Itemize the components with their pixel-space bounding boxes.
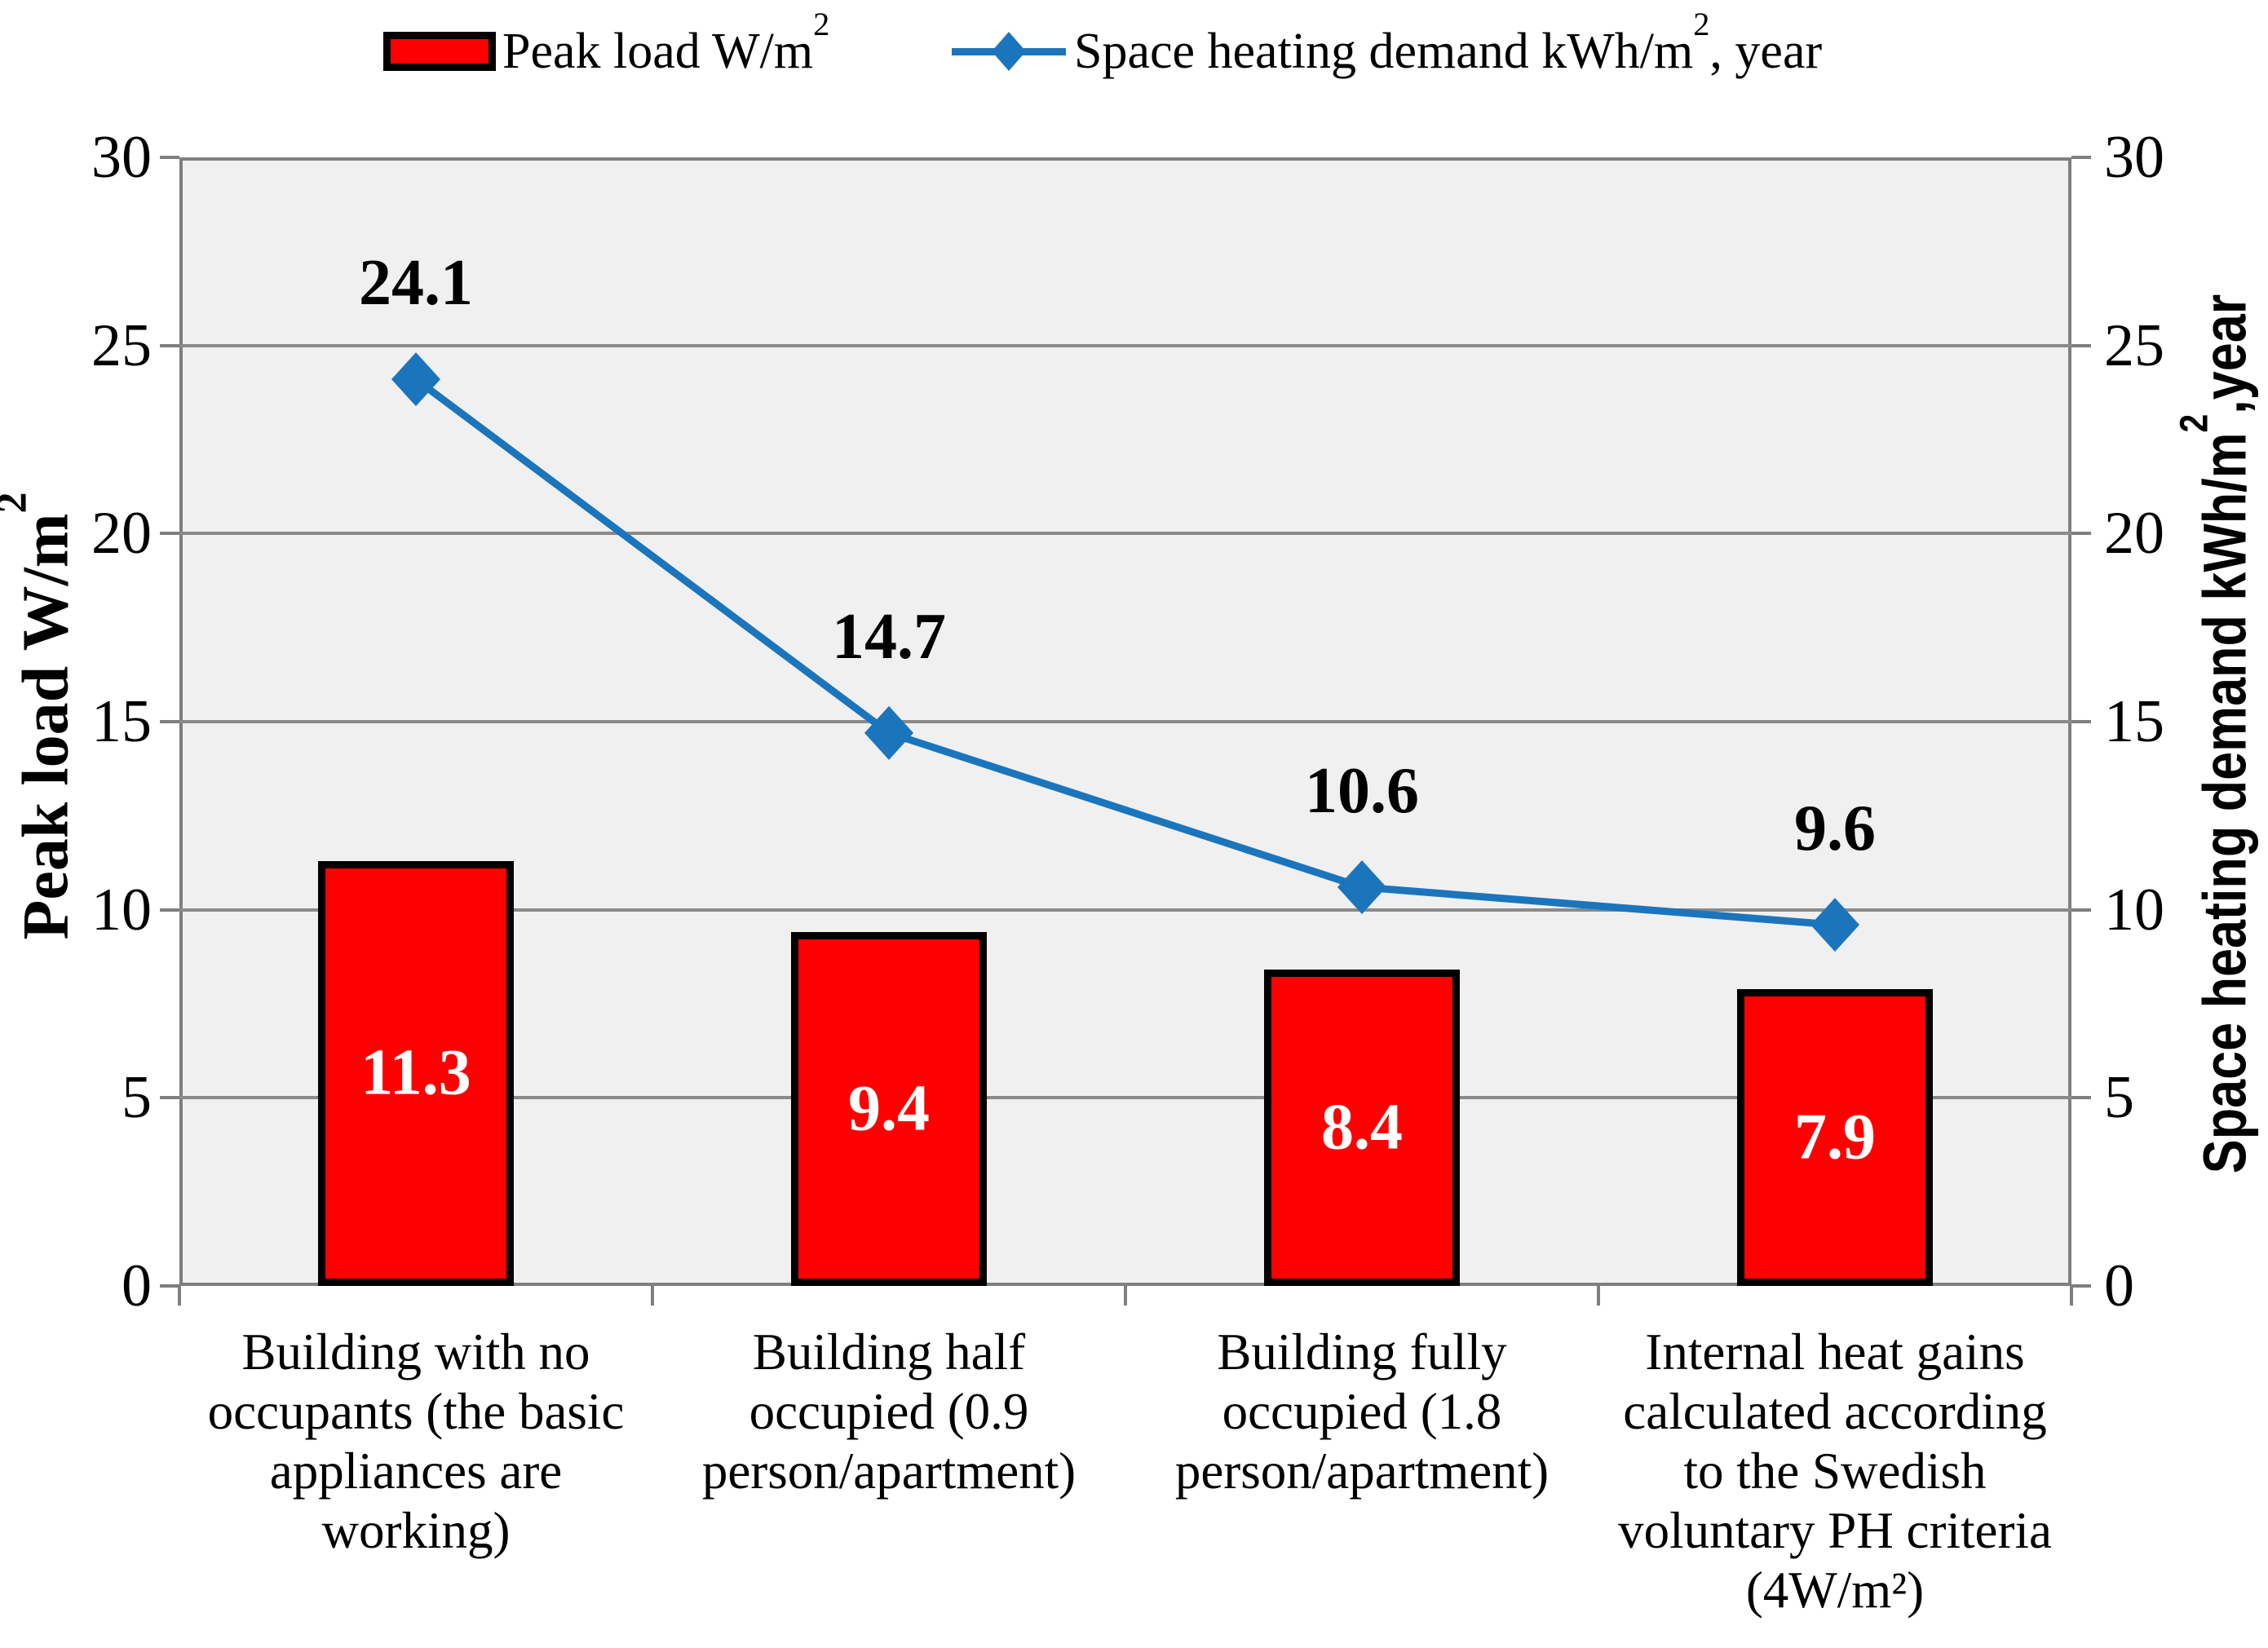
y-tick-label-left: 25 <box>91 311 152 379</box>
bar <box>1264 970 1460 1286</box>
y-tick-mark-left <box>160 1096 179 1100</box>
line-point-label: 9.6 <box>1794 793 1876 865</box>
x-tick-mark <box>2070 1286 2073 1306</box>
gridline <box>179 908 2071 912</box>
line-point-label: 24.1 <box>359 247 473 320</box>
legend-line-marker-icon <box>952 32 1066 71</box>
legend-diamond-icon <box>992 32 1026 71</box>
bar-value-label: 8.4 <box>1321 1091 1403 1164</box>
bar <box>1737 988 1933 1286</box>
legend-item-peak-load: Peak load W/m2 <box>383 7 829 96</box>
line-point-label: 10.6 <box>1305 754 1419 827</box>
y-tick-label-left: 10 <box>91 876 152 943</box>
x-category-label: Internal heat gains calculated according… <box>1618 1323 2052 1619</box>
legend-bar-swatch-icon <box>383 32 496 71</box>
y-tick-mark-left <box>160 343 179 347</box>
line-point-marker-icon <box>1337 859 1386 914</box>
line-point-marker-icon <box>864 705 913 760</box>
legend-label-sup: 2 <box>813 5 830 42</box>
legend-label-sup: 2 <box>1693 5 1710 42</box>
y-tick-label-right: 15 <box>2104 688 2164 755</box>
y-tick-label-right: 5 <box>2104 1064 2134 1132</box>
y-tick-mark-left <box>160 156 179 159</box>
y-tick-mark-left <box>160 532 179 536</box>
x-category-label: Building half occupied (0.9 person/apart… <box>701 1323 1077 1500</box>
x-tick-mark <box>651 1286 654 1306</box>
y-tick-mark-right <box>2071 1096 2091 1100</box>
line-series-path <box>413 376 1836 929</box>
y-tick-mark-right <box>2071 908 2091 912</box>
y-tick-label-right: 25 <box>2104 311 2164 379</box>
y-tick-label-left: 30 <box>91 124 152 191</box>
legend-label-space-heating: Space heating demand kWh/m2, year <box>1074 7 1823 81</box>
y-tick-label-right: 20 <box>2104 500 2164 568</box>
y-tick-label-right: 10 <box>2104 876 2164 943</box>
x-tick-mark <box>1597 1286 1600 1306</box>
gridline <box>179 532 2071 536</box>
bar-value-label: 9.4 <box>848 1072 930 1145</box>
y-tick-mark-right <box>2071 343 2091 347</box>
line-point-marker-icon <box>391 352 440 407</box>
y-tick-mark-left <box>160 1284 179 1288</box>
x-category-label: Building fully occupied (1.8 person/apar… <box>1174 1323 1550 1500</box>
line-series-svg <box>391 352 1859 952</box>
bar <box>318 860 514 1286</box>
legend-label-post: , year <box>1709 23 1823 79</box>
y-tick-label-right: 30 <box>2104 124 2164 191</box>
y-tick-mark-right <box>2071 532 2091 536</box>
gridline <box>179 720 2071 723</box>
line-point-label: 14.7 <box>832 600 946 673</box>
x-category-label: Building with no occupants (the basic ap… <box>207 1323 625 1559</box>
y-tick-label-left: 20 <box>91 500 152 568</box>
y-tick-mark-left <box>160 720 179 723</box>
bar <box>791 932 987 1286</box>
legend-label-text: Peak load W/m <box>502 23 814 79</box>
gridline <box>179 343 2071 347</box>
legend-item-space-heating: Space heating demand kWh/m2, year <box>952 7 1822 96</box>
y-tick-mark-right <box>2071 156 2091 159</box>
x-tick-mark <box>178 1286 181 1306</box>
right-axis-title-sup: 2 <box>2172 413 2217 433</box>
x-tick-mark <box>1124 1286 1127 1306</box>
y-tick-label-left: 5 <box>122 1064 152 1132</box>
bar-value-label: 7.9 <box>1794 1101 1876 1173</box>
legend-label-peak-load: Peak load W/m2 <box>502 7 829 81</box>
legend-label-text: Space heating demand kWh/m <box>1074 23 1694 79</box>
y-tick-label-left: 15 <box>91 688 152 755</box>
y-tick-mark-right <box>2071 1284 2091 1288</box>
line-point-marker-icon <box>1810 898 1859 952</box>
bar-value-label: 11.3 <box>360 1036 471 1109</box>
y-tick-mark-left <box>160 908 179 912</box>
y-tick-label-left: 0 <box>122 1253 152 1319</box>
y-tick-mark-right <box>2071 720 2091 723</box>
gridline <box>179 1096 2071 1100</box>
y-tick-label-right: 0 <box>2104 1253 2134 1319</box>
